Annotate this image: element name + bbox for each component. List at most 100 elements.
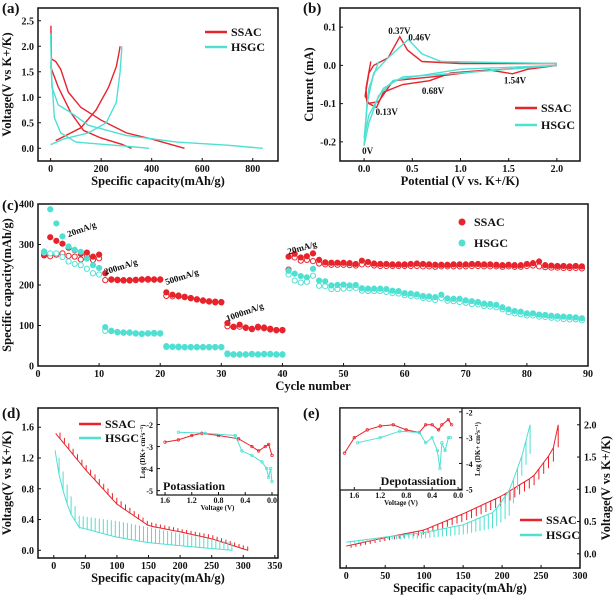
cv-curve-hsgc bbox=[363, 61, 557, 139]
legend-label-hsgc: HSGC bbox=[541, 118, 575, 132]
data-point-ssac bbox=[71, 253, 78, 260]
data-point-ssac bbox=[316, 256, 323, 263]
panel-d: 0 50 100 150 200 250 300 350 0.0 0.4 0.8 1.2 1.6 Spec… bbox=[0, 406, 282, 585]
data-point-ssac bbox=[175, 292, 182, 299]
panel-label: (d) bbox=[2, 406, 20, 422]
data-point-ssac bbox=[291, 250, 298, 257]
data-point-hsgc bbox=[273, 351, 280, 358]
data-point-hsgc bbox=[340, 281, 347, 288]
x-tick-label: 0.4 bbox=[427, 491, 437, 500]
x-tick-label: 1.0 bbox=[454, 164, 467, 175]
data-point-ssac bbox=[499, 262, 506, 269]
rate-label: 1000mA/g bbox=[225, 300, 266, 323]
data-point-ssac bbox=[157, 276, 164, 283]
inset-point bbox=[448, 436, 452, 440]
data-point-hsgc bbox=[89, 270, 97, 277]
inset-point bbox=[435, 448, 439, 453]
data-point-hsgc bbox=[285, 267, 292, 274]
data-point-ssac bbox=[450, 261, 457, 268]
peak-annotation: 0.68V bbox=[422, 86, 445, 96]
data-point-ssac bbox=[309, 250, 317, 257]
inset-point bbox=[398, 429, 402, 433]
inset-point bbox=[438, 466, 442, 471]
data-point-hsgc bbox=[407, 290, 414, 297]
data-point-ssac bbox=[474, 260, 482, 268]
data-point-hsgc bbox=[114, 328, 121, 336]
data-point-hsgc bbox=[230, 351, 237, 358]
x-tick-label: 150 bbox=[456, 571, 471, 582]
data-point-ssac bbox=[419, 260, 427, 268]
data-point-hsgc bbox=[578, 315, 585, 322]
x-tick-label: 0.4 bbox=[240, 496, 250, 505]
legend-marker-hsgc bbox=[458, 239, 466, 247]
data-point-hsgc bbox=[242, 351, 249, 358]
inset-point bbox=[263, 444, 267, 449]
data-point-hsgc bbox=[456, 295, 463, 302]
inset-point bbox=[264, 466, 269, 471]
x-tick-label: 0 bbox=[48, 164, 53, 175]
data-point-hsgc bbox=[199, 343, 207, 351]
data-point-ssac bbox=[572, 262, 579, 270]
data-point-hsgc bbox=[65, 243, 72, 250]
y-tick-label: 1.6 bbox=[22, 423, 35, 434]
data-point-ssac bbox=[401, 261, 408, 268]
y-tick-label: -5 bbox=[466, 486, 473, 495]
data-point-ssac bbox=[273, 326, 280, 334]
curve-ssac bbox=[55, 46, 121, 142]
x-tick-label: 0.0 bbox=[453, 491, 463, 500]
data-point-hsgc bbox=[83, 255, 90, 262]
data-point-ssac bbox=[377, 260, 384, 268]
data-point-hsgc bbox=[328, 282, 335, 289]
inset-point bbox=[352, 436, 356, 440]
data-point-ssac bbox=[517, 262, 524, 269]
rate-label: 200mA/g bbox=[103, 256, 139, 276]
data-point-hsgc bbox=[377, 285, 384, 292]
inset-point bbox=[268, 466, 273, 471]
data-point-ssac bbox=[132, 276, 139, 283]
data-point-ssac bbox=[230, 323, 237, 330]
data-point-hsgc bbox=[536, 311, 543, 318]
inset-point bbox=[163, 440, 167, 444]
y-tick-label: -0.1 bbox=[320, 99, 336, 110]
data-point-hsgc bbox=[468, 298, 475, 305]
y-tick-label: 0.4 bbox=[22, 515, 35, 526]
y-tick-label: 0.0 bbox=[22, 546, 35, 557]
inset-point bbox=[176, 430, 181, 434]
data-point-hsgc bbox=[212, 343, 219, 351]
y-tick-label: -0.2 bbox=[320, 137, 336, 148]
data-point-hsgc bbox=[77, 248, 84, 255]
inset-title: Depotassiation bbox=[381, 474, 457, 488]
x-axis-label: Specific capacity(mAh/g) bbox=[393, 581, 527, 595]
data-point-ssac bbox=[364, 258, 372, 266]
data-point-hsgc bbox=[413, 291, 420, 298]
data-point-hsgc bbox=[193, 343, 200, 351]
data-point-hsgc bbox=[120, 329, 127, 336]
data-point-hsgc bbox=[206, 343, 213, 351]
y-tick-label: 0.0 bbox=[22, 144, 35, 155]
data-point-ssac bbox=[432, 261, 439, 268]
gitt-curve-hsgc bbox=[54, 450, 233, 551]
inset-point bbox=[430, 436, 434, 440]
data-point-ssac bbox=[413, 260, 420, 267]
x-tick-label: 0.5 bbox=[406, 164, 419, 175]
data-point-ssac bbox=[493, 261, 500, 268]
y-tick-label: 0.0 bbox=[324, 61, 337, 72]
gitt-curve-hsgc bbox=[346, 424, 531, 544]
y-tick-label: 2.0 bbox=[22, 42, 35, 53]
data-point-ssac bbox=[199, 297, 207, 304]
data-point-hsgc bbox=[572, 314, 579, 321]
x-tick-label: 200 bbox=[173, 561, 188, 572]
data-point-ssac bbox=[218, 298, 225, 306]
legend-marker-ssac bbox=[458, 218, 466, 226]
x-tick-label: 200 bbox=[495, 571, 510, 582]
data-point-hsgc bbox=[481, 300, 488, 307]
data-point-ssac bbox=[554, 262, 561, 270]
curve-hsgc bbox=[50, 46, 123, 146]
data-point-hsgc bbox=[126, 329, 133, 336]
data-point-hsgc bbox=[102, 324, 109, 331]
data-point-ssac bbox=[481, 261, 488, 268]
inset-point bbox=[424, 423, 428, 427]
legend-label-hsgc: HSGC bbox=[546, 528, 580, 542]
inset-point bbox=[446, 417, 451, 422]
data-point-hsgc bbox=[224, 350, 231, 357]
